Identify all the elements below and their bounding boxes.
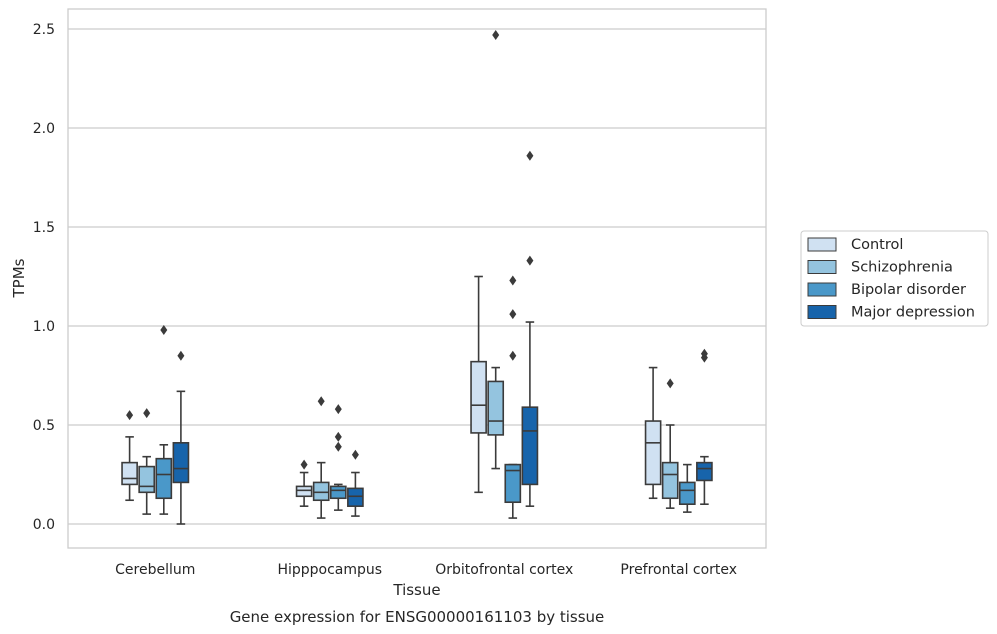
outlier-point — [509, 350, 517, 361]
box-groups — [121, 29, 713, 525]
box-body — [696, 461, 713, 482]
box-body — [470, 360, 487, 434]
legend-swatch-bipolar-disorder — [807, 282, 837, 297]
outlier-point — [334, 441, 342, 452]
y-tick-label: 0.5 — [33, 418, 55, 434]
x-axis-label: Tissue — [392, 581, 440, 599]
box-schizophrenia-cerebellum — [138, 408, 156, 515]
y-tick-label: 1.0 — [33, 319, 55, 335]
legend-label: Schizophrenia — [851, 260, 953, 276]
outlier-point — [300, 459, 308, 470]
legend: Control Schizophrenia Bipolar disorder Majo… — [800, 230, 989, 327]
legend-label: Major depression — [851, 305, 975, 321]
box-body — [487, 380, 505, 436]
box-schizophrenia-prefrontal-cortex — [661, 378, 679, 509]
outlier-point — [509, 275, 517, 286]
y-tick-label: 1.5 — [33, 220, 55, 236]
box-body — [521, 406, 539, 486]
legend-swatch-control — [807, 237, 837, 252]
outlier-point — [177, 350, 185, 361]
legend-frame — [800, 230, 989, 327]
box-body — [329, 485, 347, 500]
box-schizophrenia-hipppocampus — [312, 396, 330, 519]
y-axis-ticks: 0.0 0.5 1.0 1.5 2.0 2.5 — [33, 22, 55, 533]
outlier-point — [143, 408, 151, 419]
legend-label: Bipolar disorder — [851, 282, 966, 298]
x-tick-label: Hipppocampus — [277, 562, 382, 578]
box-major-depression-prefrontal-cortex — [696, 348, 713, 506]
box-body — [644, 420, 662, 486]
box-body — [504, 463, 522, 504]
outlier-point — [666, 378, 674, 389]
box-body — [312, 481, 330, 502]
box-body — [138, 465, 156, 494]
x-axis-ticks: Cerebellum Hipppocampus Orbitofrontal cort… — [115, 562, 737, 578]
y-tick-label: 2.0 — [33, 121, 55, 137]
box-control-cerebellum — [121, 410, 138, 502]
box-body — [295, 485, 313, 498]
outlier-point — [526, 150, 534, 161]
outlier-point — [492, 29, 500, 40]
outlier-point — [351, 449, 359, 460]
box-major-depression-orbitofrontal-cortex — [521, 150, 539, 507]
box-body — [172, 442, 190, 484]
outlier-point — [509, 309, 517, 320]
figure-caption: Gene expression for ENSG00000161103 by t… — [230, 608, 605, 626]
box-major-depression-cerebellum — [172, 350, 190, 525]
box-body — [121, 461, 138, 486]
box-control-hipppocampus — [295, 459, 313, 507]
box-control-orbitofrontal-cortex — [470, 275, 487, 494]
legend-swatch-schizophrenia — [807, 260, 837, 274]
box-body — [678, 481, 696, 506]
legend-label: Control — [851, 237, 903, 253]
box-body — [347, 487, 364, 507]
box-bipolar-disorder-orbitofrontal-cortex — [504, 275, 522, 519]
box-major-depression-hipppocampus — [347, 449, 364, 517]
box-control-prefrontal-cortex — [644, 366, 662, 500]
outlier-point — [700, 352, 708, 363]
box-bipolar-disorder-prefrontal-cortex — [678, 463, 696, 513]
outlier-point — [160, 324, 168, 335]
plot-area-frame — [67, 8, 767, 549]
outlier-point — [317, 396, 325, 407]
outlier-point — [334, 404, 342, 415]
box-body — [661, 461, 679, 500]
box-bipolar-disorder-cerebellum — [155, 324, 173, 515]
outlier-point — [526, 255, 534, 266]
box-bipolar-disorder-hipppocampus — [329, 404, 347, 511]
x-tick-label: Orbitofrontal cortex — [435, 562, 573, 578]
outlier-point — [334, 431, 342, 442]
y-tick-label: 0.0 — [33, 517, 55, 533]
box-body — [155, 457, 173, 500]
x-tick-label: Prefrontal cortex — [620, 562, 737, 578]
y-gridlines — [68, 28, 766, 525]
y-tick-label: 2.5 — [33, 22, 55, 38]
y-axis-label: TPMs — [10, 258, 28, 298]
x-tick-label: Cerebellum — [115, 562, 195, 578]
outlier-point — [126, 410, 134, 421]
legend-swatch-major-depression — [807, 305, 837, 319]
box-schizophrenia-orbitofrontal-cortex — [487, 29, 505, 470]
